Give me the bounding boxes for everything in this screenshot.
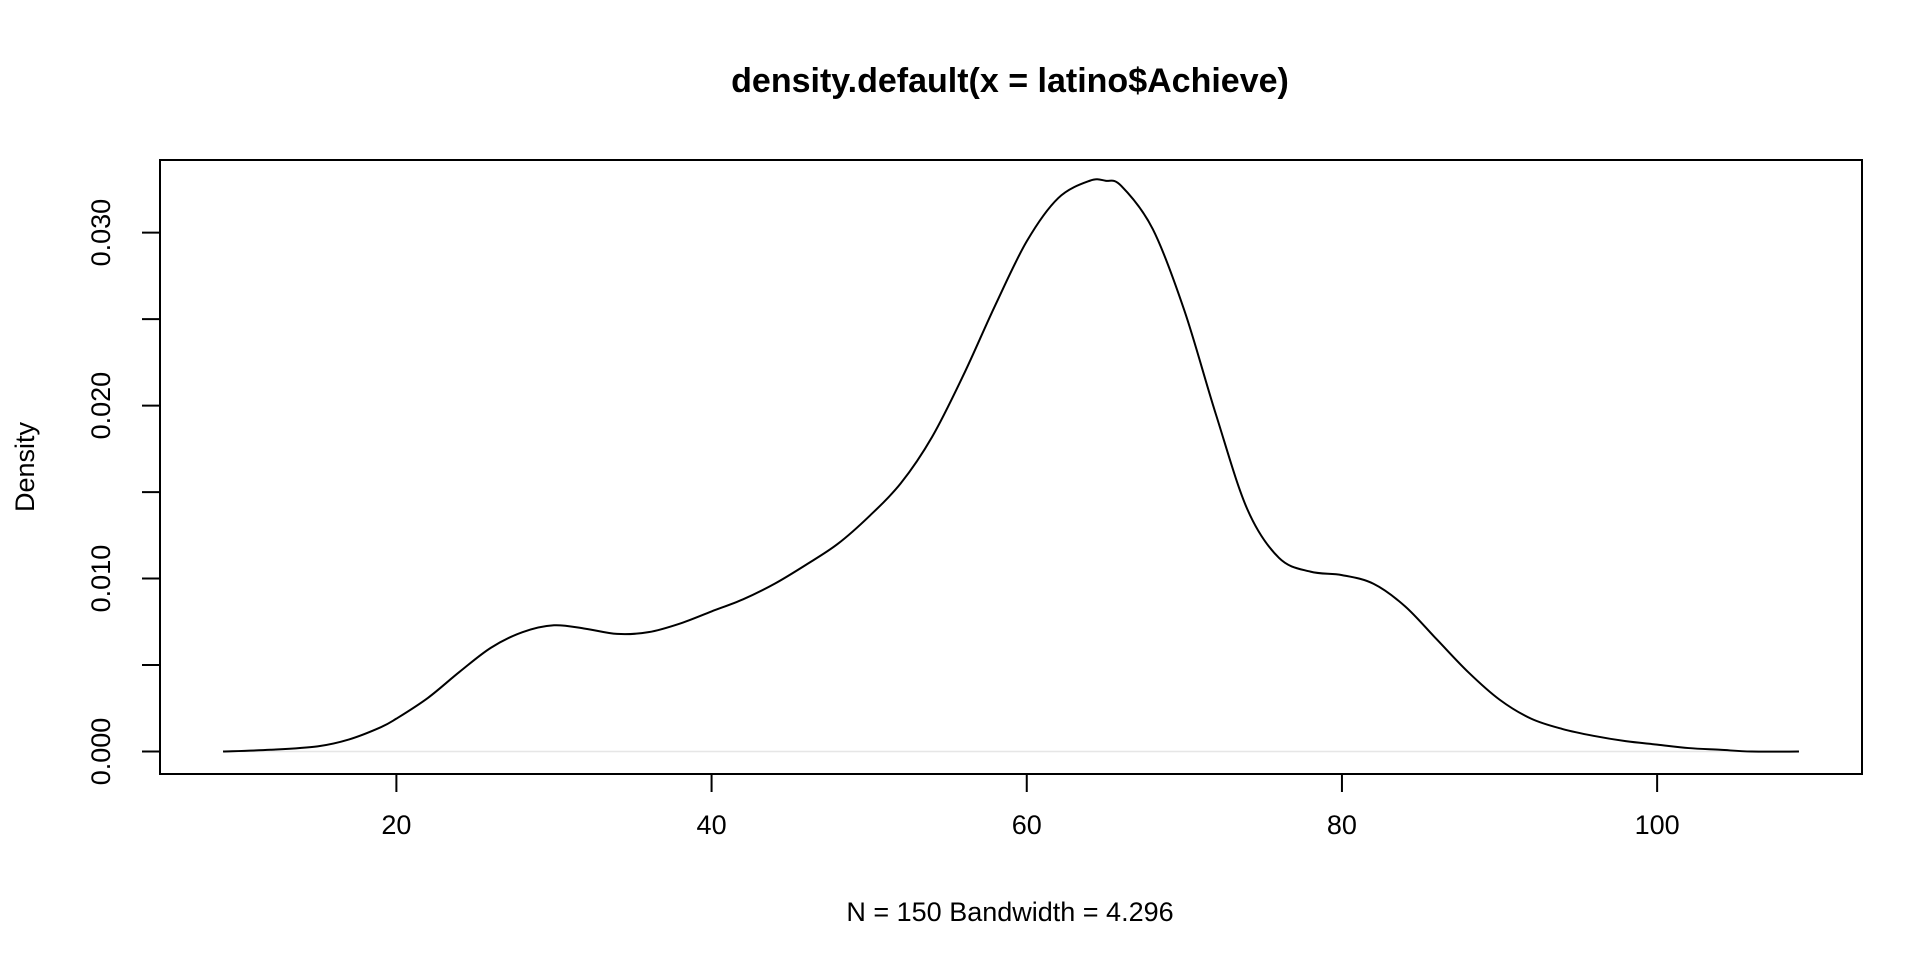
chart-title: density.default(x = latino$Achieve) [731,62,1289,100]
density-curve [223,178,1799,753]
y-axis: 0.000 0.010 0.020 0.030 [86,199,161,786]
x-tick-label: 40 [697,810,727,840]
y-axis-label: Density [10,421,40,512]
x-axis: 20 40 60 80 100 [381,773,1680,840]
y-tick-label: 0.000 [86,718,116,786]
plot-frame [159,159,1863,775]
x-axis-label: N = 150 Bandwidth = 4.296 [846,897,1173,927]
y-tick-label: 0.020 [86,372,116,440]
y-tick-label: 0.010 [86,545,116,613]
y-tick-label: 0.030 [86,199,116,267]
x-tick-label: 80 [1327,810,1357,840]
x-tick-label: 60 [1012,810,1042,840]
series-layer [223,178,1799,753]
x-tick-label: 20 [381,810,411,840]
x-tick-label: 100 [1635,810,1680,840]
